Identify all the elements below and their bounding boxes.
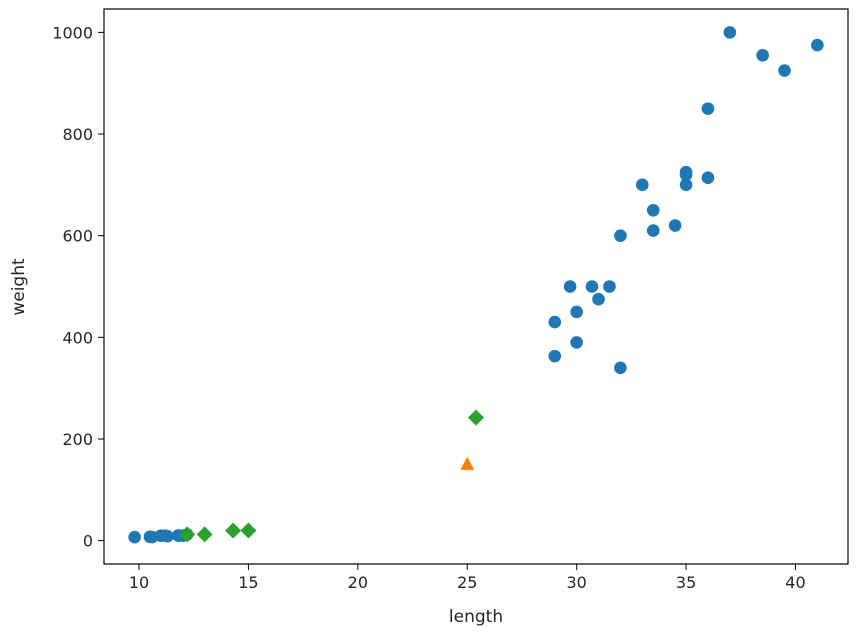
scatter-point xyxy=(701,102,715,115)
x-tick-label: 10 xyxy=(129,573,149,592)
x-tick-label: 30 xyxy=(566,573,586,592)
scatter-point xyxy=(646,203,660,217)
scatter-point xyxy=(668,219,682,232)
y-tick-label: 200 xyxy=(62,430,93,449)
x-axis-label: length xyxy=(449,607,503,627)
scatter-point xyxy=(778,64,791,77)
diamond-point xyxy=(240,522,257,539)
diamond-point xyxy=(196,526,213,543)
scatter-point xyxy=(756,48,769,62)
diamond-point xyxy=(468,409,484,426)
scatter-point xyxy=(614,361,627,375)
x-tick-label: 15 xyxy=(238,573,258,592)
scatter-point xyxy=(679,168,693,181)
scatter-point xyxy=(636,178,649,192)
triangle-point xyxy=(460,456,475,470)
scatter-point xyxy=(585,280,599,293)
y-tick-label: 400 xyxy=(62,328,93,347)
scatter-point xyxy=(570,336,583,349)
x-axis-ticks: 10 15 20 25 30 35 40 xyxy=(129,564,806,592)
scatter-point xyxy=(723,26,737,39)
scatter-point xyxy=(646,224,660,237)
scatter-point xyxy=(811,38,824,52)
scatter-point xyxy=(161,529,174,543)
diamond-point xyxy=(179,526,196,543)
scatter-point xyxy=(679,178,693,192)
scatter-point xyxy=(570,305,583,319)
scatter-point xyxy=(592,292,605,306)
y-tick-label: 1000 xyxy=(52,23,93,42)
x-tick-label: 35 xyxy=(676,573,696,592)
x-tick-label: 40 xyxy=(785,573,805,592)
scatter-point xyxy=(701,171,715,185)
scatter-point xyxy=(563,280,577,293)
y-axis-ticks: 0 200 400 600 800 1000 xyxy=(52,23,104,551)
diamond-point xyxy=(225,522,242,539)
x-tick-label: 20 xyxy=(348,573,368,592)
scatter-point xyxy=(128,530,141,544)
scatter-point xyxy=(603,280,616,293)
plot-area xyxy=(103,8,849,565)
scatter-point xyxy=(614,229,627,242)
scatter-point xyxy=(548,349,562,363)
y-tick-label: 600 xyxy=(62,227,93,246)
data-points xyxy=(128,26,824,544)
x-tick-label: 25 xyxy=(457,573,477,592)
scatter-point xyxy=(548,315,562,329)
y-axis-label: weight xyxy=(9,258,29,316)
y-tick-label: 0 xyxy=(83,532,93,551)
y-tick-label: 800 xyxy=(62,125,93,144)
